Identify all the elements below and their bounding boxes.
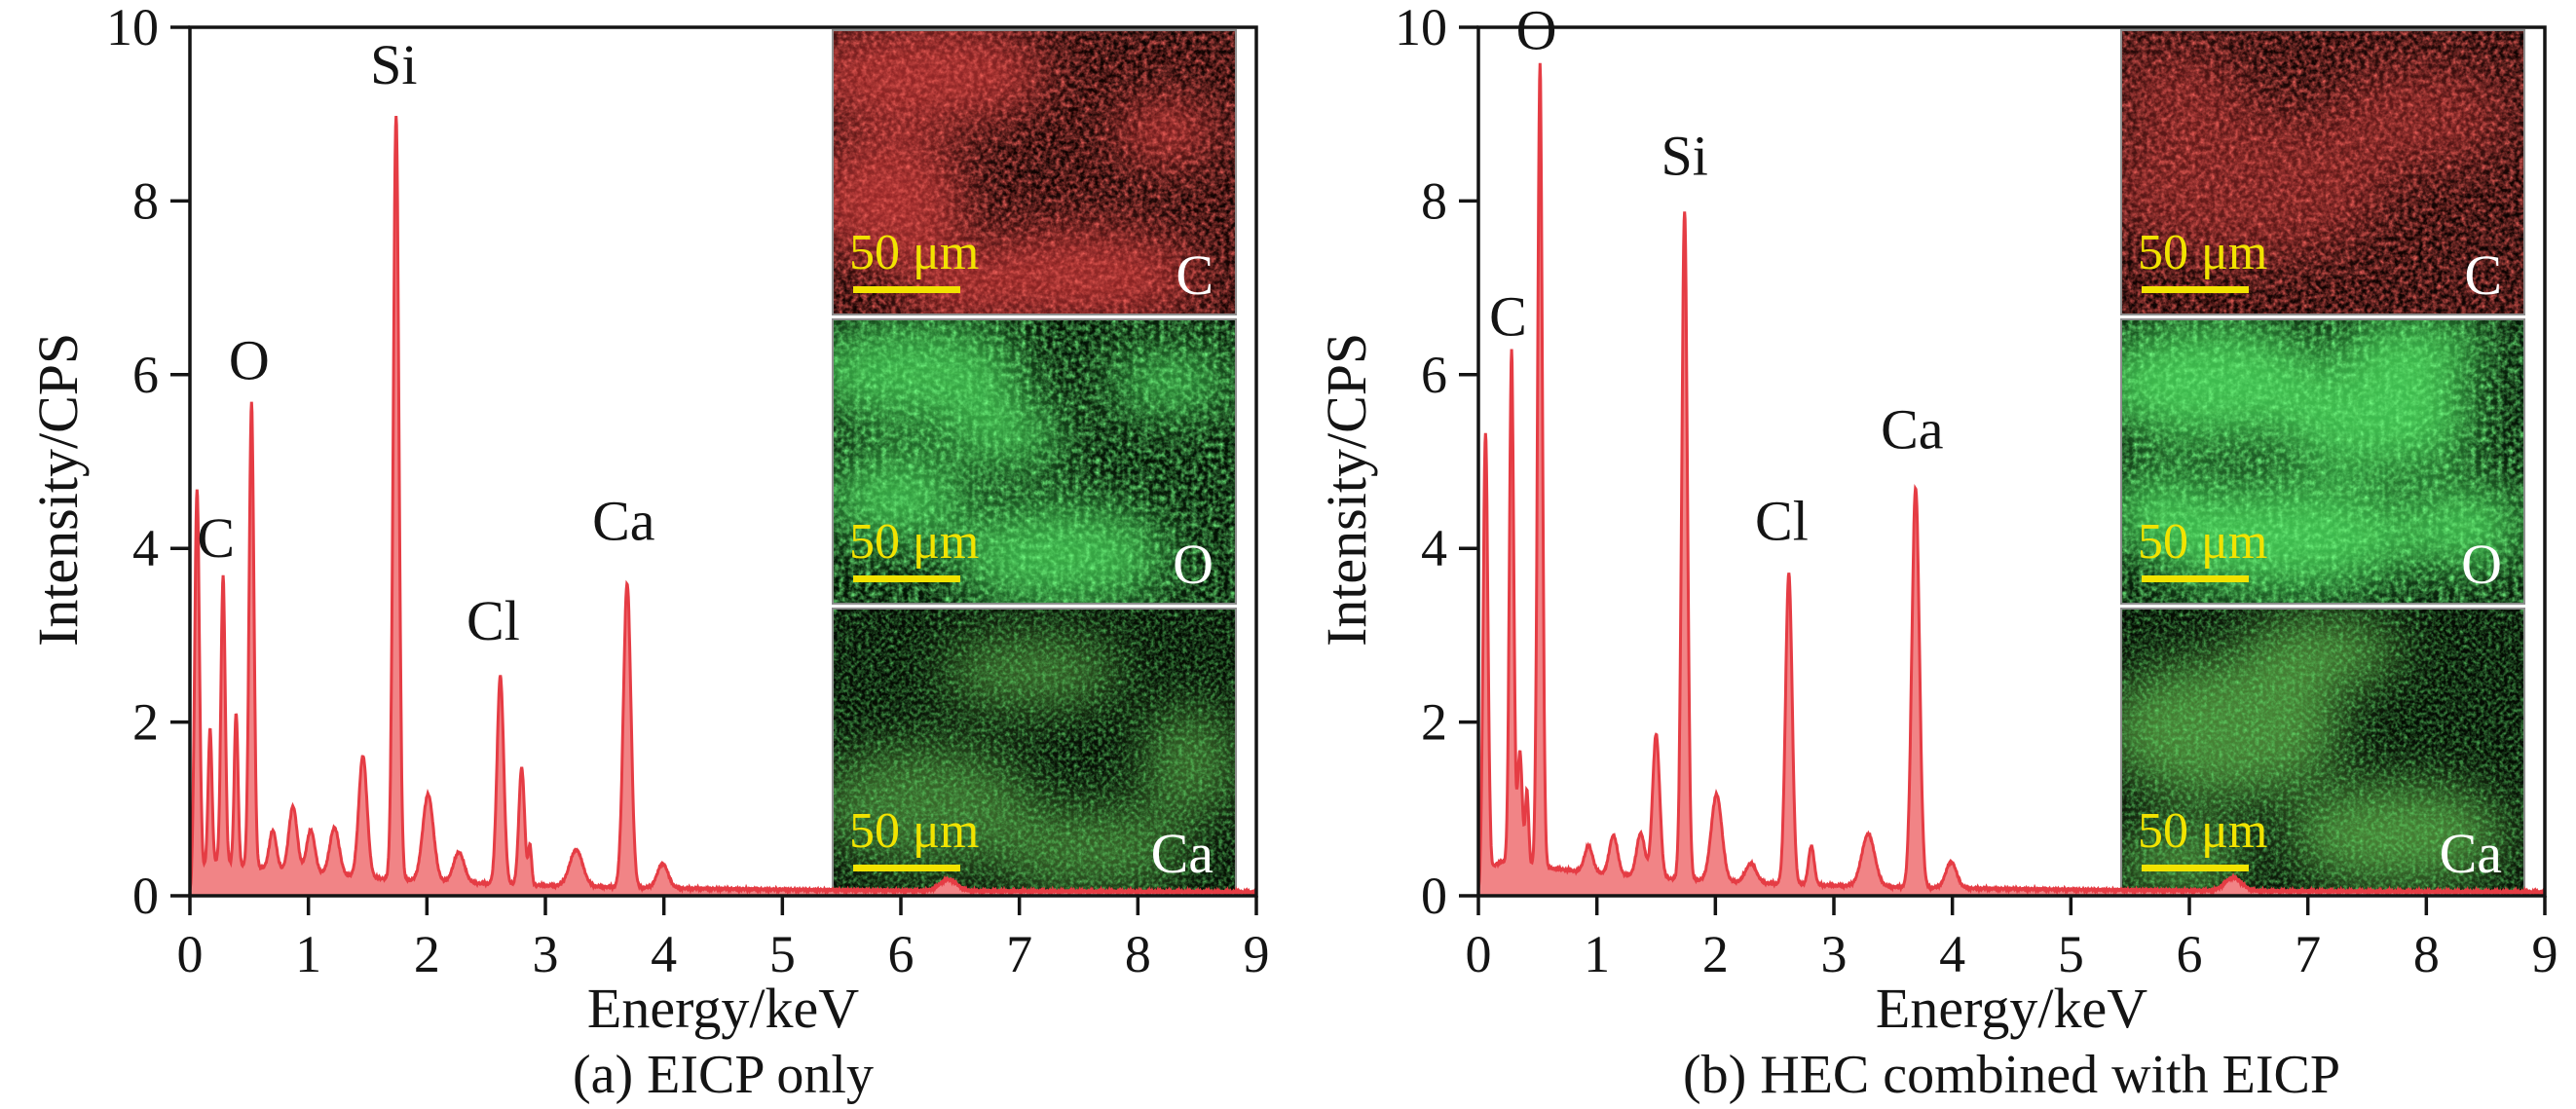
svg-text:5: 5 [2058, 925, 2084, 983]
element-map-inset-stack-b: 50 μm C 50 μm O 50 μm Ca [2120, 29, 2525, 894]
svg-text:4: 4 [1421, 519, 1447, 577]
x-axis-title: Energy/keV [1875, 977, 2148, 1040]
inset-element-label: Ca [1150, 822, 1213, 885]
svg-text:3: 3 [533, 925, 559, 983]
svg-text:6: 6 [132, 346, 159, 404]
svg-text:0: 0 [132, 867, 159, 925]
svg-text:C: C [1489, 285, 1527, 349]
svg-text:0: 0 [1421, 867, 1447, 925]
svg-text:Cl: Cl [467, 589, 520, 652]
svg-text:6: 6 [888, 925, 915, 983]
svg-text:Si: Si [1661, 125, 1708, 188]
scale-bar [853, 865, 960, 871]
element-map-ca: 50 μm Ca [832, 608, 1237, 894]
scale-bar [2142, 865, 2249, 871]
svg-text:O: O [1516, 0, 1557, 61]
svg-text:5: 5 [769, 925, 796, 983]
inset-element-label: Ca [2439, 822, 2502, 885]
svg-text:4: 4 [1939, 925, 1965, 983]
scale-bar-label: 50 μm [2138, 514, 2268, 570]
svg-text:Ca: Ca [1881, 398, 1943, 462]
element-map-ca: 50 μm Ca [2120, 608, 2525, 894]
svg-text:2: 2 [414, 925, 440, 983]
svg-text:7: 7 [2295, 925, 2321, 983]
panel-a: 50 μm C 50 μm O 50 μm Ca 0 1 2 3 4 5 6 7 8 9 0 2 4 6 8… [26, 0, 1270, 1105]
element-map-c: 50 μm C [2120, 29, 2525, 315]
svg-text:O: O [229, 328, 270, 391]
svg-text:0: 0 [177, 925, 204, 983]
y-axis-title: Intensity/CPS [1315, 332, 1378, 647]
scale-bar-label: 50 μm [849, 803, 980, 859]
svg-text:6: 6 [2177, 925, 2203, 983]
svg-text:10: 10 [1395, 0, 1447, 56]
scale-bar-label: 50 μm [2138, 225, 2268, 280]
scale-bar [2142, 286, 2249, 293]
svg-text:4: 4 [651, 925, 677, 983]
svg-text:2: 2 [132, 693, 159, 752]
x-axis-title: Energy/keV [586, 977, 860, 1040]
inset-element-label: O [1173, 533, 1213, 596]
svg-text:3: 3 [1821, 925, 1848, 983]
svg-text:Cl: Cl [1755, 489, 1809, 552]
svg-text:6: 6 [1421, 346, 1447, 404]
svg-text:Si: Si [370, 33, 417, 96]
svg-text:1: 1 [1584, 925, 1610, 983]
element-map-c: 50 μm C [832, 29, 1237, 315]
element-map-o: 50 μm O [832, 318, 1237, 605]
svg-text:9: 9 [2532, 925, 2558, 983]
svg-text:8: 8 [1421, 171, 1447, 230]
scale-bar [853, 286, 960, 293]
scale-bar [2142, 575, 2249, 582]
svg-text:4: 4 [132, 519, 159, 577]
svg-text:2: 2 [1702, 925, 1729, 983]
scale-bar-label: 50 μm [2138, 803, 2268, 859]
svg-text:Ca: Ca [592, 489, 654, 552]
inset-element-label: O [2461, 533, 2502, 596]
inset-element-label: C [2464, 243, 2502, 307]
svg-text:7: 7 [1006, 925, 1032, 983]
scale-bar-label: 50 μm [849, 514, 980, 570]
svg-text:C: C [197, 506, 235, 570]
y-axis-title: Intensity/CPS [26, 332, 90, 647]
svg-text:1: 1 [295, 925, 321, 983]
svg-text:8: 8 [1125, 925, 1151, 983]
scale-bar-label: 50 μm [849, 225, 980, 280]
panel-caption: (b) HEC combined with EICP [1682, 1045, 2341, 1105]
panel-b: 50 μm C 50 μm O 50 μm Ca 0 1 2 3 4 5 6 7 8 9 0 2 4 6 8… [1288, 0, 2576, 1109]
scale-bar [853, 575, 960, 582]
inset-element-label: C [1176, 243, 1213, 307]
panel-caption: (a) EICP only [573, 1045, 874, 1105]
svg-text:8: 8 [2413, 925, 2440, 983]
element-map-inset-stack-a: 50 μm C 50 μm O 50 μm Ca [832, 29, 1237, 894]
svg-text:10: 10 [106, 0, 159, 56]
svg-text:8: 8 [132, 171, 159, 230]
svg-text:0: 0 [1466, 925, 1492, 983]
svg-text:2: 2 [1421, 693, 1447, 752]
svg-text:9: 9 [1244, 925, 1270, 983]
element-map-o: 50 μm O [2120, 318, 2525, 605]
